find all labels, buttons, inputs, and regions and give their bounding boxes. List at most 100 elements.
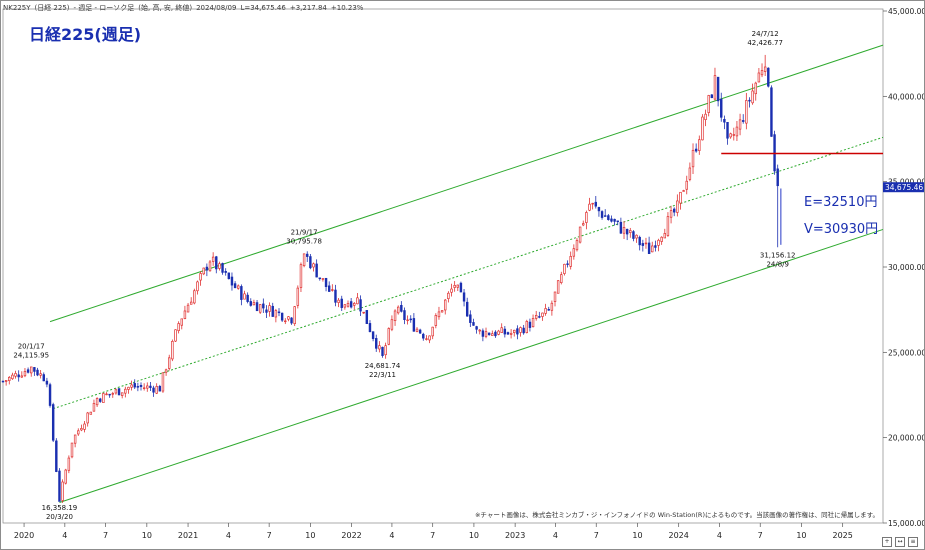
candle-body — [193, 290, 196, 304]
candle-body — [691, 149, 695, 168]
candle-body — [359, 299, 362, 312]
candle-body — [287, 316, 290, 320]
x-tick-label: 10 — [632, 531, 642, 540]
candle-body — [422, 333, 425, 339]
y-tick-label: 45,000.00 — [888, 7, 924, 16]
candle-body — [776, 168, 779, 187]
candle-body — [102, 393, 105, 403]
candle-body — [315, 263, 318, 278]
index-name: (日経 225) — [34, 4, 70, 12]
candle-body — [704, 113, 707, 121]
candle-body — [556, 280, 560, 294]
x-tick-label: 10 — [305, 531, 315, 540]
candle-body — [575, 240, 579, 251]
candle-body — [654, 245, 657, 248]
x-tick-label: 7 — [267, 531, 272, 540]
candle-body — [566, 263, 569, 265]
candle-body — [211, 256, 215, 262]
candle-body — [262, 303, 265, 309]
candle-body — [99, 398, 102, 402]
candle-body — [42, 374, 45, 382]
chart-header: NK225Y (日経 225) - 週足 - ローソク足 (始, 高, 安, 終値) 2… — [3, 3, 367, 13]
candle-body — [406, 319, 409, 322]
x-tick-label: 2024 — [669, 531, 689, 540]
candle-body — [227, 272, 231, 280]
candle-body — [578, 226, 582, 243]
price-annotation: 24/8/9 — [766, 260, 789, 268]
zoom-icon[interactable]: + — [882, 537, 892, 547]
candle-body — [440, 310, 444, 313]
period-label: - 週足 - ローソク足 — [73, 4, 135, 12]
candle-body — [713, 75, 717, 100]
candle-body — [444, 299, 447, 311]
candle-body — [280, 312, 284, 321]
scroll-icon[interactable]: ↔ — [895, 537, 905, 547]
x-tick-label: 4 — [553, 531, 558, 540]
candle-body — [403, 310, 406, 320]
candle-body — [237, 285, 240, 289]
candle-body — [672, 208, 676, 213]
candle-body — [155, 386, 158, 394]
candle-body — [638, 236, 641, 246]
candle-body — [682, 190, 685, 192]
candle-body — [450, 288, 453, 293]
candle-body — [726, 121, 729, 139]
candle-body — [494, 331, 497, 337]
y-tick-label: 30,000.00 — [888, 263, 924, 272]
candle-body — [525, 321, 529, 333]
candle-body — [45, 380, 49, 385]
x-tick-label: 10 — [469, 531, 479, 540]
candle-body — [183, 310, 187, 319]
candle-body — [30, 366, 33, 374]
candle-body — [660, 236, 663, 242]
candle-body — [324, 277, 328, 288]
candle-body — [522, 327, 525, 334]
candle-body — [161, 372, 165, 392]
candle-body — [500, 327, 503, 333]
candle-body — [340, 298, 343, 308]
candle-body — [265, 309, 268, 313]
candle-body — [666, 216, 670, 236]
candle-body — [541, 312, 544, 317]
candle-body — [607, 215, 610, 220]
candle-body — [168, 357, 171, 369]
candle-body — [205, 266, 209, 271]
candle-body — [343, 304, 347, 308]
candle-body — [180, 318, 183, 326]
last-price: L=34,675.46 — [240, 4, 286, 12]
candle-body — [331, 289, 334, 291]
candle-body — [208, 261, 212, 272]
candle-body — [55, 440, 58, 472]
candle-body — [632, 231, 635, 239]
candle-body — [487, 332, 491, 336]
candle-body — [738, 119, 742, 130]
candle-body — [318, 277, 321, 280]
candle-body — [694, 148, 698, 152]
candle-body — [309, 256, 312, 269]
y-tick-label: 15,000.00 — [888, 519, 924, 528]
candle-body — [591, 202, 594, 205]
candle-body — [378, 345, 381, 350]
candle-body — [4, 380, 8, 382]
candle-body — [189, 301, 193, 305]
candle-body — [196, 281, 199, 292]
candle-body — [146, 385, 149, 389]
candle-body — [745, 100, 748, 124]
chart-title: 日経225(週足) — [29, 25, 142, 44]
candle-body — [538, 316, 541, 318]
candle-body — [48, 384, 52, 406]
settings-icon[interactable]: ≡ — [908, 537, 918, 547]
candle-body — [635, 234, 638, 239]
candle-body — [67, 457, 71, 471]
candle-body — [246, 294, 249, 302]
candle-body — [268, 305, 271, 312]
candle-body — [582, 223, 585, 226]
x-tick-label: 2025 — [832, 531, 852, 540]
candle-body — [553, 291, 557, 302]
candle-body — [770, 87, 773, 137]
candle-body — [560, 274, 563, 283]
candle-body — [685, 180, 688, 190]
price-annotation: 31,156.12 — [760, 251, 796, 259]
